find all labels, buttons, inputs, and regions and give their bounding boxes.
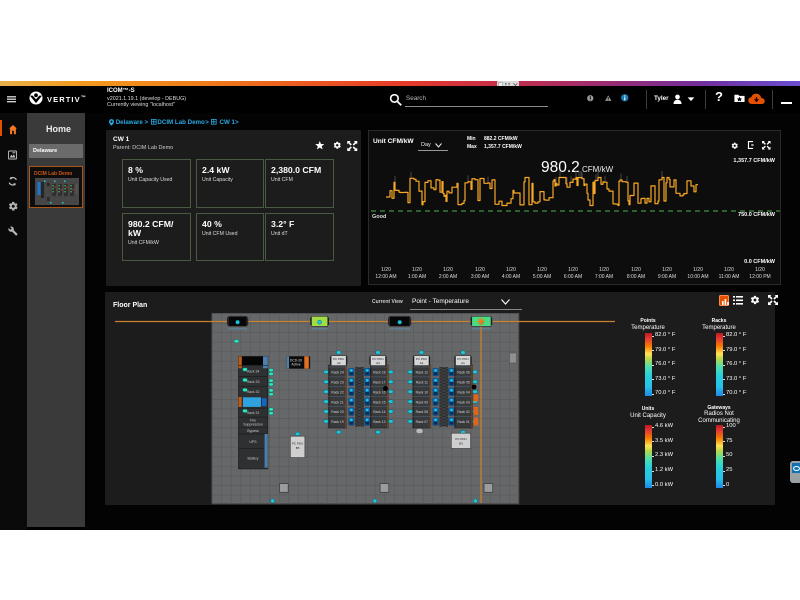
svg-text:Rack 06: Rack 06 — [457, 371, 470, 375]
svg-text:PC PDU: PC PDU — [333, 357, 344, 361]
svg-text:A1: A1 — [461, 361, 465, 365]
svg-text:Rack 33: Rack 33 — [247, 380, 260, 384]
svg-text:Rack 32: Rack 32 — [247, 390, 260, 394]
svg-text:Rack 20: Rack 20 — [331, 410, 344, 414]
svg-text:PC PDU: PC PDU — [455, 437, 466, 441]
svg-text:Rack 34: Rack 34 — [247, 369, 260, 373]
svg-text:UPS: UPS — [249, 440, 257, 444]
svg-text:Suppression: Suppression — [243, 423, 263, 427]
svg-text:Rack 19: Rack 19 — [331, 420, 344, 424]
svg-text:Fire: Fire — [250, 419, 256, 423]
svg-text:A2: A2 — [337, 361, 341, 365]
svg-text:Rack 05: Rack 05 — [457, 381, 470, 385]
svg-text:Rack 31: Rack 31 — [247, 411, 260, 415]
svg-text:Rack 21: Rack 21 — [331, 400, 344, 404]
svg-text:PC PDU: PC PDU — [416, 357, 427, 361]
svg-text:Active: Active — [291, 363, 300, 367]
svg-text:PC PDU: PC PDU — [457, 357, 468, 361]
svg-text:Rack 02: Rack 02 — [457, 410, 470, 414]
svg-text:Rack 15: Rack 15 — [373, 400, 386, 404]
svg-text:Rack 13: Rack 13 — [373, 420, 386, 424]
svg-text:Rack 23: Rack 23 — [331, 381, 344, 385]
svg-text:PC PDU: PC PDU — [372, 357, 383, 361]
svg-text:Rack 24: Rack 24 — [331, 371, 344, 375]
svg-text:Rack 11: Rack 11 — [416, 381, 428, 385]
svg-text:Rack 01: Rack 01 — [457, 420, 470, 424]
svg-text:Rack 08: Rack 08 — [416, 410, 429, 414]
svg-text:DCD-20: DCD-20 — [290, 358, 302, 362]
svg-text:Rack 14: Rack 14 — [373, 410, 386, 414]
svg-text:B5: B5 — [296, 446, 300, 450]
svg-text:Rack 16: Rack 16 — [373, 390, 386, 394]
svg-text:Battery: Battery — [247, 457, 258, 461]
svg-text:Rack 18: Rack 18 — [373, 371, 386, 375]
svg-text:Rack 03: Rack 03 — [457, 400, 470, 404]
svg-text:Rack 04: Rack 04 — [457, 390, 470, 394]
svg-text:Rack 09: Rack 09 — [416, 400, 429, 404]
svg-text:Rack 17: Rack 17 — [373, 381, 386, 385]
svg-text:B3: B3 — [459, 442, 463, 446]
svg-text:PC PDU: PC PDU — [292, 442, 303, 446]
svg-text:Rack 10: Rack 10 — [416, 390, 429, 394]
svg-text:Rack 22: Rack 22 — [331, 390, 344, 394]
svg-text:Bypass: Bypass — [247, 429, 259, 433]
svg-text:Rack 12: Rack 12 — [416, 371, 429, 375]
svg-text:A4: A4 — [420, 361, 424, 365]
svg-text:A3: A3 — [376, 361, 380, 365]
svg-text:Rack 07: Rack 07 — [416, 420, 429, 424]
